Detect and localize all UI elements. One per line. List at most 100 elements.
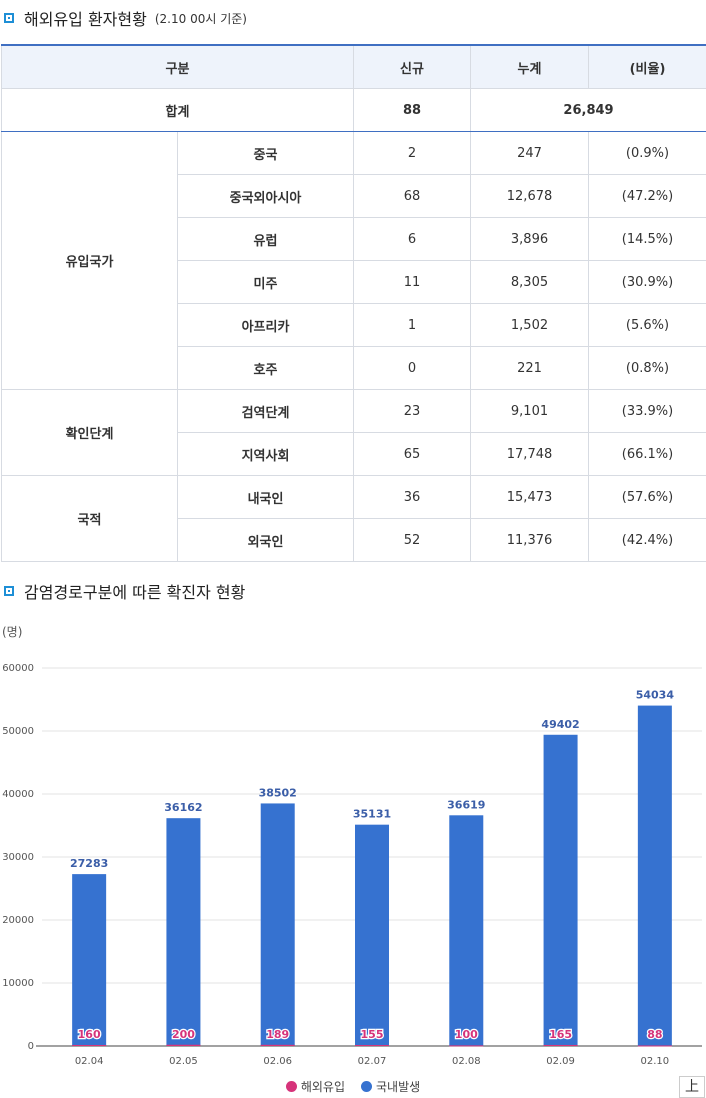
bar-overseas — [260, 1044, 295, 1046]
bar-overseas — [355, 1045, 389, 1047]
row-new: 11 — [353, 260, 472, 304]
header-cumulative: 누계 — [470, 44, 590, 89]
row-name: 아프리카 — [176, 303, 355, 347]
row-name: 지역사회 — [176, 432, 355, 476]
scroll-top-button[interactable]: 上 — [679, 1076, 705, 1098]
row-ratio: (57.6%) — [588, 475, 706, 519]
row-cumulative: 11,376 — [470, 518, 590, 562]
row-cumulative: 15,473 — [470, 475, 590, 519]
table-row: 유럽 6 3,896 (14.5%) — [2, 217, 706, 261]
bar-value-label-overseas: 155 — [361, 1028, 384, 1041]
x-tick-label: 02.07 — [358, 1056, 387, 1067]
bar-domestic — [166, 818, 201, 1046]
row-name: 유럽 — [176, 217, 355, 261]
bar-domestic — [260, 803, 295, 1046]
x-tick-label: 02.05 — [169, 1056, 198, 1067]
y-tick-label: 0 — [28, 1041, 34, 1052]
row-name: 중국외아시아 — [176, 174, 355, 218]
bar-value-label-domestic: 36162 — [164, 801, 202, 814]
row-ratio: (0.8%) — [588, 346, 706, 390]
row-cumulative: 9,101 — [470, 389, 590, 433]
section-square-icon — [4, 13, 14, 23]
bar-overseas — [449, 1045, 484, 1047]
group-label-country: 유입국가 — [1, 131, 178, 390]
y-tick-label: 40000 — [2, 789, 34, 800]
table-row: 유입국가 중국 2 247 (0.9%) — [1, 131, 706, 390]
bar-value-label-overseas: 88 — [647, 1028, 662, 1041]
bar-domestic — [637, 705, 672, 1046]
legend-item-domestic[interactable]: 국내발생 — [361, 1078, 420, 1095]
bar-value-label-overseas: 165 — [549, 1028, 572, 1041]
chart-legend: 해외유입 국내발생 — [0, 1078, 706, 1095]
row-new: 65 — [353, 432, 472, 476]
section-title-infection-route: 감염경로구분에 따른 확진자 현황 — [4, 579, 245, 603]
row-new: 68 — [353, 174, 472, 218]
row-new: 36 — [353, 475, 472, 519]
x-tick-label: 02.08 — [452, 1056, 481, 1067]
row-name: 중국 — [176, 131, 355, 175]
section-subtitle: (2.10 00시 기준) — [154, 11, 247, 26]
row-cumulative: 12,678 — [470, 174, 590, 218]
row-name: 호주 — [176, 346, 355, 390]
row-ratio: (0.9%) — [588, 131, 706, 175]
table-row: 호주 0 221 (0.8%) — [2, 346, 706, 390]
legend-dot-domestic-icon — [361, 1081, 372, 1092]
bar-value-label-domestic: 36619 — [447, 798, 485, 811]
row-cumulative: 8,305 — [470, 260, 590, 304]
table-row: 외국인 52 11,376 (42.4%) — [2, 518, 706, 562]
row-cumulative: 1,502 — [470, 303, 590, 347]
row-new: 6 — [353, 217, 472, 261]
row-ratio: (14.5%) — [588, 217, 706, 261]
bar-domestic — [355, 824, 389, 1046]
row-name: 외국인 — [176, 518, 355, 562]
table-row: 아프리카 1 1,502 (5.6%) — [2, 303, 706, 347]
bar-domestic — [72, 874, 107, 1046]
row-new: 23 — [353, 389, 472, 433]
row-new: 52 — [353, 518, 472, 562]
group-label-stage: 확인단계 — [1, 389, 178, 476]
bar-value-label-domestic: 54034 — [636, 689, 675, 702]
legend-label: 해외유입 — [300, 1080, 345, 1094]
legend-item-overseas[interactable]: 해외유입 — [285, 1078, 345, 1095]
bar-domestic — [543, 734, 578, 1046]
chart-area: (명) 0 10000 20000 30000 40000 50000 60000 27283 1… — [0, 620, 706, 1098]
header-category: 구분 — [0, 44, 355, 89]
x-tick-label: 02.04 — [75, 1056, 104, 1067]
row-name: 검역단계 — [176, 389, 355, 433]
row-ratio: (66.1%) — [588, 432, 706, 476]
row-cumulative: 247 — [470, 131, 590, 175]
header-new: 신규 — [353, 44, 472, 89]
x-tick-label: 02.10 — [641, 1056, 670, 1067]
bar-overseas — [543, 1044, 578, 1046]
y-tick-label: 10000 — [2, 978, 34, 989]
bar-value-label-overseas: 100 — [455, 1028, 478, 1041]
table-row: 확인단계 검역단계 23 9,101 (33.9%) — [1, 389, 706, 476]
x-tick-label: 02.09 — [546, 1056, 575, 1067]
row-cumulative: 3,896 — [470, 217, 590, 261]
row-new: 0 — [353, 346, 472, 390]
row-ratio: (47.2%) — [588, 174, 706, 218]
total-label: 합계 — [0, 88, 355, 132]
bar-value-label-domestic: 49402 — [541, 718, 579, 731]
row-cumulative: 221 — [470, 346, 590, 390]
bar-value-label-overseas: 200 — [172, 1028, 195, 1041]
table-row: 중국외아시아 68 12,678 (47.2%) — [2, 174, 706, 218]
bar-chart: (명) 0 10000 20000 30000 40000 50000 60000 27283 1… — [2, 625, 702, 1067]
x-tick-label: 02.06 — [263, 1056, 292, 1067]
y-tick-label: 50000 — [2, 726, 34, 737]
bar-value-label-domestic: 35131 — [353, 808, 391, 821]
row-name: 미주 — [176, 260, 355, 304]
section-title-text: 해외유입 환자현황 — [24, 10, 147, 29]
group-label-nationality: 국적 — [1, 475, 178, 562]
y-unit-label: (명) — [2, 625, 22, 639]
y-tick-label: 20000 — [2, 915, 34, 926]
row-name: 내국인 — [176, 475, 355, 519]
bar-overseas — [166, 1044, 201, 1046]
row-ratio: (30.9%) — [588, 260, 706, 304]
row-ratio: (5.6%) — [588, 303, 706, 347]
table-row: 미주 11 8,305 (30.9%) — [2, 260, 706, 304]
legend-dot-overseas-icon — [285, 1081, 297, 1092]
total-cumulative: 26,849 — [470, 88, 706, 132]
section-title-text: 감염경로구분에 따른 확진자 현황 — [24, 583, 246, 602]
total-new: 88 — [353, 88, 472, 132]
